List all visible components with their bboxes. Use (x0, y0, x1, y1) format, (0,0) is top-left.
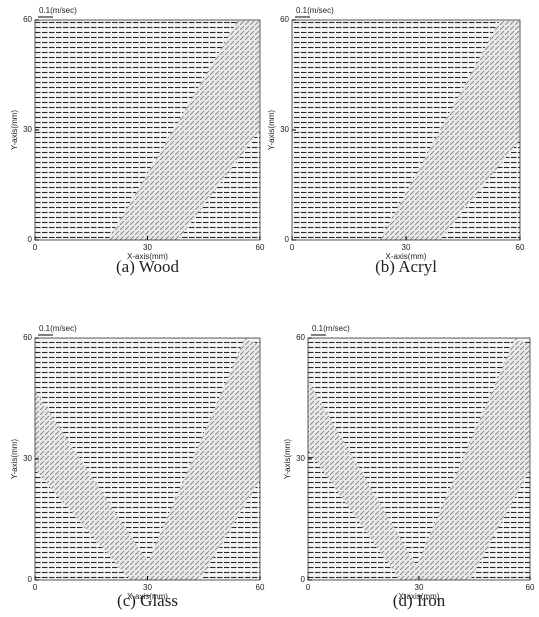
y-tick-label: 60 (296, 333, 305, 342)
y-tick-label: 30 (23, 125, 32, 134)
y-axis-label: Y-axis(mm) (10, 439, 19, 479)
x-axis-label: X-axis(mm) (127, 592, 168, 601)
x-tick-label: 0 (33, 243, 38, 252)
y-tick-label: 30 (280, 125, 289, 134)
x-tick-label: 60 (516, 243, 525, 252)
x-tick-label: 30 (143, 243, 152, 252)
x-tick-label: 60 (256, 243, 265, 252)
y-tick-label: 60 (23, 333, 32, 342)
x-tick-label: 60 (526, 583, 535, 592)
y-tick-label: 0 (285, 235, 290, 244)
x-tick-label: 0 (306, 583, 311, 592)
x-tick-label: 30 (143, 583, 152, 592)
y-tick-label: 60 (23, 15, 32, 24)
y-tick-label: 0 (28, 575, 33, 584)
caption: (a) Wood (116, 257, 179, 276)
y-axis-label: Y-axis(mm) (267, 110, 276, 150)
x-axis-label: X-axis(mm) (127, 252, 168, 261)
y-tick-label: 0 (28, 235, 33, 244)
x-tick-label: 60 (256, 583, 265, 592)
x-tick-label: 30 (402, 243, 411, 252)
scale-label: 0.1(m/sec) (312, 324, 350, 333)
caption: (d) Iron (393, 591, 446, 610)
caption: (c) Glass (117, 591, 178, 610)
x-tick-label: 0 (290, 243, 295, 252)
caption: (b) Acryl (375, 257, 437, 276)
vector-field (35, 20, 530, 580)
scale-label: 0.1(m/sec) (39, 324, 77, 333)
x-axis-label: X-axis(mm) (399, 592, 440, 601)
y-tick-label: 60 (280, 15, 289, 24)
y-axis-label: Y-axis(mm) (10, 110, 19, 150)
y-tick-label: 30 (23, 454, 32, 463)
x-tick-label: 0 (33, 583, 38, 592)
scale-label: 0.1(m/sec) (39, 6, 77, 15)
x-tick-label: 30 (415, 583, 424, 592)
y-tick-label: 0 (301, 575, 306, 584)
y-axis-label: Y-axis(mm) (283, 439, 292, 479)
x-axis-label: X-axis(mm) (386, 252, 427, 261)
scale-label: 0.1(m/sec) (296, 6, 334, 15)
y-tick-label: 30 (296, 454, 305, 463)
